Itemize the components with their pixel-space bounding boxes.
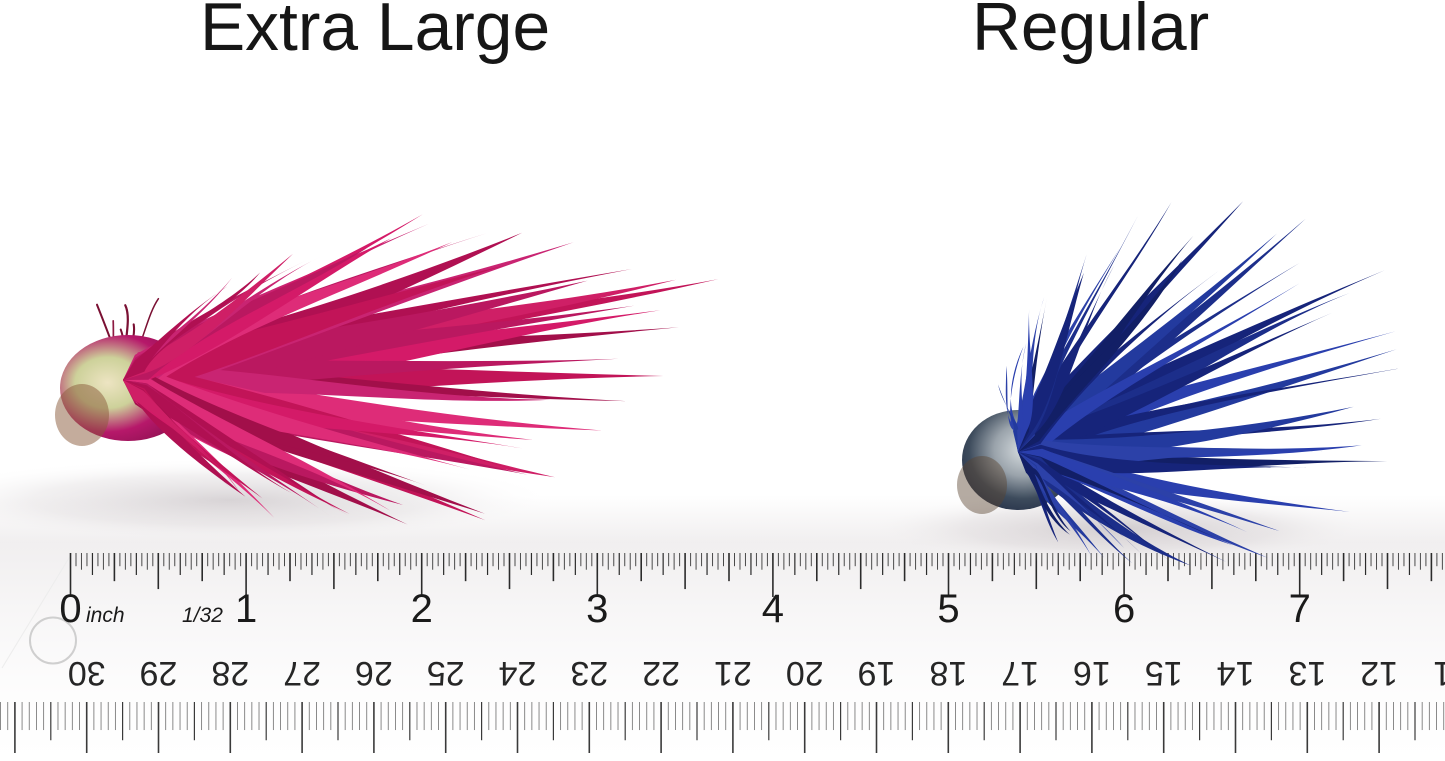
svg-text:13: 13 <box>1288 654 1326 692</box>
svg-text:1/32: 1/32 <box>182 604 223 627</box>
svg-text:19: 19 <box>858 654 896 692</box>
svg-text:30: 30 <box>68 654 106 692</box>
svg-text:15: 15 <box>1145 654 1183 692</box>
svg-text:29: 29 <box>140 654 178 692</box>
svg-text:16: 16 <box>1073 654 1111 692</box>
svg-text:18: 18 <box>929 654 967 692</box>
svg-text:20: 20 <box>786 654 824 692</box>
svg-text:28: 28 <box>211 654 249 692</box>
svg-text:22: 22 <box>642 654 680 692</box>
svg-text:24: 24 <box>499 654 537 692</box>
svg-text:17: 17 <box>1001 654 1039 692</box>
svg-text:12: 12 <box>1360 654 1398 692</box>
svg-text:27: 27 <box>283 654 321 692</box>
svg-text:11: 11 <box>1433 654 1445 692</box>
svg-text:25: 25 <box>427 654 465 692</box>
svg-text:14: 14 <box>1217 654 1255 692</box>
svg-text:inch: inch <box>86 604 125 627</box>
svg-text:23: 23 <box>570 654 608 692</box>
svg-text:26: 26 <box>355 654 393 692</box>
svg-text:21: 21 <box>714 654 752 692</box>
